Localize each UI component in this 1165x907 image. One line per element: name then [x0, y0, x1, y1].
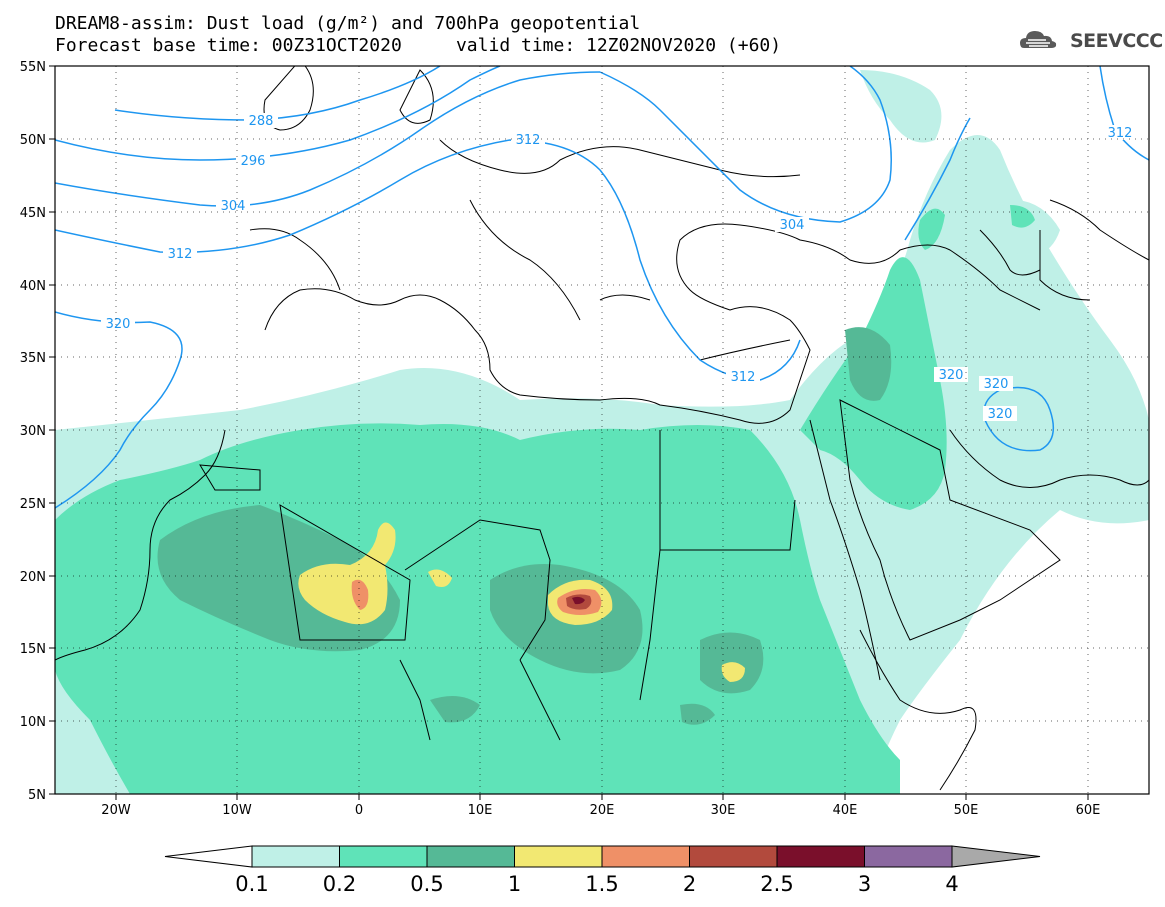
lat-label: 20N	[20, 570, 46, 585]
lon-label: 10W	[222, 803, 252, 818]
lon-label: 50E	[954, 803, 979, 818]
lat-label: 5N	[28, 788, 46, 803]
lon-label: 20W	[101, 803, 131, 818]
chart-title: DREAM8-assim: Dust load (g/m²) and 700hP…	[55, 13, 641, 34]
contour-label: 288	[249, 114, 274, 129]
lon-label: 40E	[833, 803, 858, 818]
valid-time: valid time: 12Z02NOV2020 (+60)	[455, 35, 782, 56]
colorbar-label: 3	[857, 872, 872, 896]
lat-label: 40N	[20, 279, 46, 294]
contour-label: 320	[988, 407, 1013, 422]
contour-label: 320	[939, 368, 964, 383]
lat-label: 25N	[20, 497, 46, 512]
lat-label: 15N	[20, 642, 46, 657]
logo-text: SEEVCCC	[1070, 30, 1163, 52]
colorbar-segment	[426, 845, 515, 868]
colorbar-label: 2.5	[760, 872, 794, 896]
lat-label: 50N	[20, 133, 46, 148]
lon-label: 30E	[711, 803, 736, 818]
contour-label: 296	[241, 154, 266, 169]
colorbar-arrow-low	[164, 845, 253, 868]
country-borders	[55, 66, 1149, 791]
contour-label: 320	[106, 317, 131, 332]
contour-label: 312	[168, 247, 193, 262]
colorbar	[164, 845, 1041, 868]
contour-label: 304	[221, 199, 246, 214]
colorbar-label: 2	[682, 872, 697, 896]
lat-label: 10N	[20, 715, 46, 730]
contour-labels: 288 296 304 312 320 312 304 312 312 320 …	[101, 113, 1137, 422]
colorbar-label: 1.5	[585, 872, 619, 896]
contour-label: 320	[984, 377, 1009, 392]
forecast-base-time: Forecast base time: 00Z31OCT2020	[55, 35, 402, 56]
lon-label: 20E	[590, 803, 615, 818]
lon-label: 10E	[468, 803, 493, 818]
contour-label: 312	[516, 133, 541, 148]
colorbar-segment	[514, 845, 603, 868]
lat-label: 55N	[20, 60, 46, 75]
lat-label: 30N	[20, 424, 46, 439]
colorbar-segment	[864, 845, 953, 868]
colorbar-segment	[776, 845, 865, 868]
colorbar-segment	[601, 845, 690, 868]
colorbar-label: 0.2	[322, 872, 357, 896]
dust-shade-maroon	[572, 596, 585, 605]
colorbar-segment	[689, 845, 778, 868]
lon-label: 0	[355, 803, 363, 818]
contour-label: 312	[1108, 126, 1133, 141]
cloud-icon	[1020, 31, 1057, 48]
chart-subtitle: Forecast base time: 00Z31OCT2020 valid t…	[55, 36, 781, 56]
colorbar-label: 4	[945, 872, 959, 896]
contour-label: 312	[731, 370, 756, 385]
colorbar-segment	[251, 845, 340, 868]
colorbar-segment	[339, 845, 428, 868]
colorbar-label: 0.5	[410, 872, 444, 896]
colorbar-label: 1	[507, 872, 522, 896]
latitude-labels: 55N 50N 45N 40N 35N 30N 25N 20N 15N 10N …	[20, 60, 46, 803]
contour-label: 304	[780, 218, 805, 233]
graticule	[55, 66, 1149, 794]
colorbar-arrow-high	[951, 845, 1041, 868]
longitude-labels: 20W 10W 0 10E 20E 30E 40E 50E 60E	[101, 803, 1100, 818]
colorbar-label: 0.1	[235, 872, 269, 896]
lat-label: 45N	[20, 206, 46, 221]
lon-label: 60E	[1076, 803, 1101, 818]
axis-ticks	[49, 65, 1089, 800]
lat-label: 35N	[20, 351, 46, 366]
